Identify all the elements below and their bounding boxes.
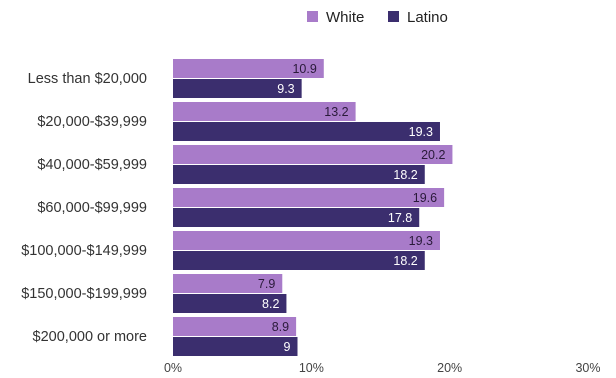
bar-latino	[173, 337, 298, 356]
bar-value-label: 10.9	[292, 62, 316, 76]
bar-value-label: 18.2	[393, 168, 417, 182]
bar-value-label: 9.3	[277, 82, 294, 96]
legend-label-white: White	[326, 9, 364, 26]
category-label: $40,000-$59,999	[37, 157, 147, 173]
category-label: $150,000-$199,999	[21, 286, 147, 302]
bar-white	[173, 317, 297, 336]
bar-white	[173, 59, 324, 78]
bar-value-label: 19.3	[409, 125, 433, 139]
x-tick-label: 20%	[437, 361, 462, 375]
value-axis: 0% 10% 20% 30%	[164, 361, 601, 375]
bar-latino	[173, 294, 287, 313]
x-tick-label: 10%	[299, 361, 324, 375]
bar-latino	[173, 122, 440, 141]
bar-latino	[173, 79, 302, 98]
bar-latino	[173, 208, 420, 227]
bar-white	[173, 188, 445, 207]
x-tick-label: 0%	[164, 361, 182, 375]
bar-white	[173, 274, 283, 293]
category-axis: Less than $20,000 $20,000-$39,999 $40,000-…	[21, 71, 147, 345]
bar-value-label: 19.3	[409, 234, 433, 248]
bar-value-label: 18.2	[393, 254, 417, 268]
legend-swatch-latino	[388, 11, 399, 22]
bar-value-label: 19.6	[413, 191, 437, 205]
x-tick-label: 30%	[575, 361, 600, 375]
bar-value-label: 8.2	[262, 297, 279, 311]
category-label: $200,000 or more	[33, 329, 147, 345]
category-label: Less than $20,000	[28, 71, 147, 87]
category-label: $100,000-$149,999	[21, 243, 147, 259]
bar-value-label: 8.9	[272, 320, 289, 334]
category-label: $20,000-$39,999	[37, 114, 147, 130]
bar-value-label: 13.2	[324, 105, 348, 119]
bar-value-label: 7.9	[258, 277, 275, 291]
bar-white	[173, 102, 356, 121]
category-label: $60,000-$99,999	[37, 200, 147, 216]
bar-latino	[173, 165, 425, 184]
bar-value-label: 17.8	[388, 211, 412, 225]
bar-white	[173, 145, 453, 164]
legend: White Latino	[307, 9, 448, 26]
bar-white	[173, 231, 440, 250]
legend-swatch-white	[307, 11, 318, 22]
bar-value-label: 20.2	[421, 148, 445, 162]
legend-label-latino: Latino	[407, 9, 448, 26]
bar-latino	[173, 251, 425, 270]
bars: 10.9 9.3 13.2 19.3 20.2 18.2 19.617.8 19.3 18.2 7…	[173, 59, 453, 356]
bar-value-label: 9	[284, 340, 291, 354]
